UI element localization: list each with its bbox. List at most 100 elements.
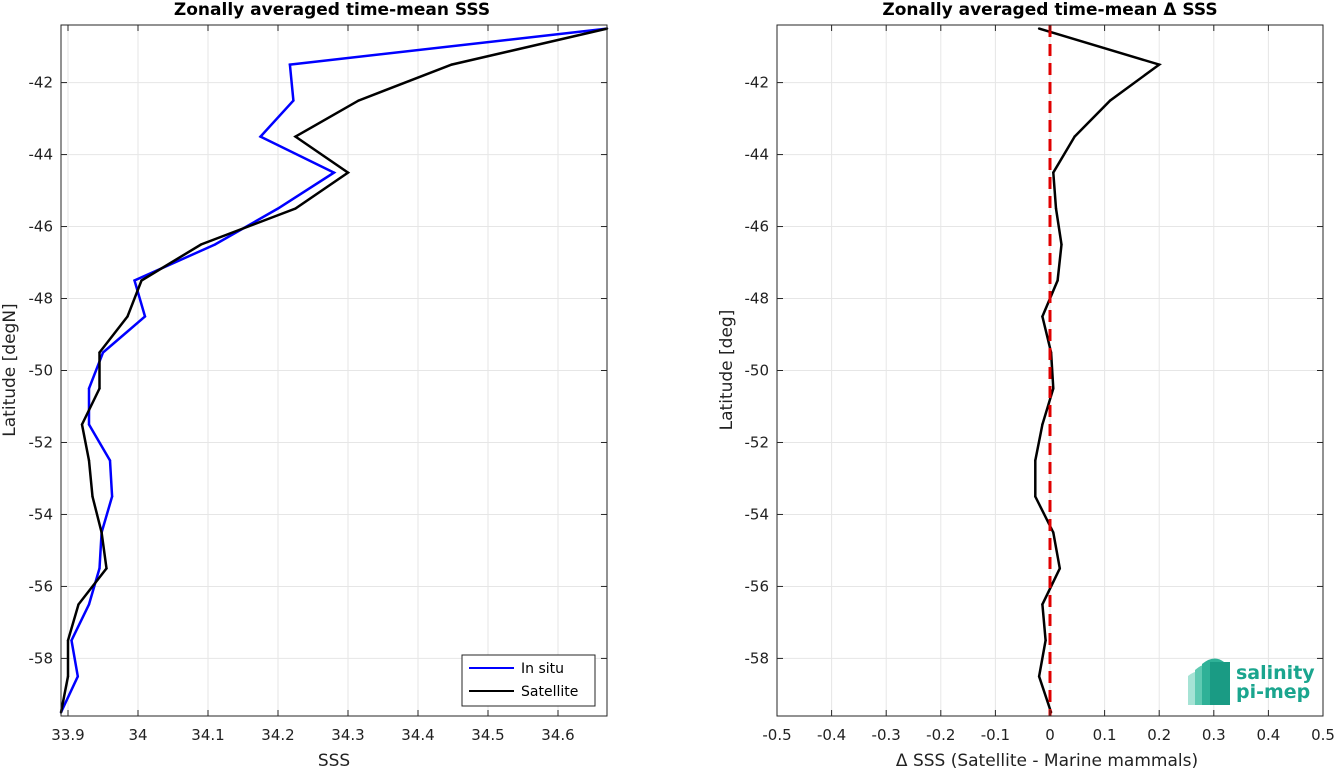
data-point	[140, 279, 143, 282]
y-tick-label: -52	[29, 433, 54, 451]
x-tick-label: 0	[1045, 726, 1055, 744]
wave-icon	[1188, 658, 1230, 705]
x-tick-label: 34.3	[331, 726, 364, 744]
delta-sss-panel: Zonally averaged time-mean Δ SSS -0.5 -0.…	[717, 0, 1335, 769]
y-axis-label: Latitude [deg]	[717, 310, 737, 431]
data-point	[294, 207, 297, 210]
data-point	[1041, 315, 1044, 318]
data-point	[1052, 531, 1055, 534]
data-point	[66, 675, 70, 678]
x-tick-label: 0.2	[1147, 726, 1171, 744]
y-tick-label: -50	[29, 362, 54, 380]
data-point	[1044, 639, 1047, 642]
data-point	[87, 603, 91, 606]
x-tick-labels: -0.5 -0.4 -0.3 -0.2 -0.1 0 0.1 0.2 0.3 0.4 0.5	[762, 25, 1335, 744]
y-tick-label: -56	[29, 577, 54, 595]
x-axis-label: Δ SSS (Satellite - Marine mammals)	[896, 751, 1198, 769]
y-tick-label: -50	[745, 362, 770, 380]
data-point	[66, 639, 70, 642]
data-point	[110, 495, 114, 498]
x-tick-label: 0.3	[1202, 726, 1226, 744]
y-tick-label: -42	[29, 74, 54, 92]
logo-line-2: pi-mep	[1236, 681, 1310, 703]
data-point	[276, 207, 280, 210]
x-tick-label: 0.5	[1311, 726, 1335, 744]
series-line-in-situ	[59, 27, 608, 713]
data-point	[1041, 603, 1044, 606]
data-point	[87, 423, 91, 426]
data-point	[292, 99, 295, 102]
data-point	[199, 243, 203, 246]
data-point	[76, 675, 80, 678]
data-point	[1108, 99, 1112, 102]
y-tick-labels: -42 -44 -46 -48 -50 -52 -54 -56 -58	[29, 74, 607, 667]
data-point	[105, 567, 108, 570]
y-tick-label: -54	[745, 505, 770, 523]
chart-title: Zonally averaged time-mean Δ SSS	[882, 0, 1217, 20]
legend-label-in-situ: In situ	[521, 661, 564, 677]
y-tick-label: -54	[29, 505, 54, 523]
y-tick-label: -44	[745, 146, 770, 164]
data-point	[332, 171, 336, 174]
x-tick-label: 34.1	[191, 726, 224, 744]
data-point	[1058, 567, 1062, 570]
data-point	[80, 423, 84, 426]
legend-label-satellite: Satellite	[521, 684, 578, 700]
y-tick-label: -52	[745, 433, 770, 451]
series-lines	[59, 27, 609, 714]
grid	[61, 25, 607, 716]
y-tick-label: -44	[29, 146, 54, 164]
data-point	[1158, 63, 1161, 66]
x-tick-label: -0.3	[872, 726, 901, 744]
data-point	[213, 243, 217, 246]
data-point	[133, 279, 136, 282]
data-point	[87, 387, 91, 390]
data-point	[1056, 279, 1059, 282]
data-point	[143, 315, 147, 318]
y-tick-labels: -42 -44 -46 -48 -50 -52 -54 -56 -58	[745, 74, 1323, 667]
data-point	[294, 135, 297, 138]
y-tick-label: -42	[745, 74, 770, 92]
x-tick-label: -0.5	[762, 726, 791, 744]
data-point	[1041, 423, 1044, 426]
salinity-pi-mep-logo: salinity pi-mep	[1188, 658, 1315, 705]
x-tick-label: 34.5	[471, 726, 504, 744]
data-point	[1052, 387, 1055, 390]
y-tick-label: -58	[745, 649, 770, 667]
data-point	[259, 135, 262, 138]
y-tick-label: -58	[29, 649, 54, 667]
data-point	[1054, 207, 1058, 210]
y-tick-label: -48	[29, 290, 54, 308]
data-point	[288, 63, 292, 66]
x-tick-label: -0.1	[981, 726, 1010, 744]
x-tick-label: -0.2	[926, 726, 955, 744]
y-tick-label: -46	[29, 218, 54, 236]
x-tick-labels: 33.9 34 34.1 34.2 34.3 34.4 34.5 34.6	[51, 25, 575, 744]
data-point	[91, 495, 94, 498]
sss-profile-panel: Zonally averaged time-mean SSS 33.9 34 34.…	[0, 0, 609, 769]
x-tick-label: 33.9	[51, 726, 84, 744]
y-tick-label: -46	[745, 218, 770, 236]
series-lines	[1034, 25, 1162, 716]
data-point	[77, 603, 80, 606]
x-tick-label: 34	[128, 726, 147, 744]
data-point	[1034, 495, 1037, 498]
data-point	[100, 531, 103, 534]
data-point	[70, 639, 73, 642]
series-line-delta-sss	[1034, 27, 1162, 713]
data-point	[1034, 459, 1037, 462]
data-point	[98, 351, 101, 354]
logo-line-1: salinity	[1236, 662, 1315, 684]
data-point	[1052, 171, 1055, 174]
data-point	[101, 351, 105, 354]
legend-box	[461, 654, 596, 707]
x-tick-label: 34.4	[401, 726, 434, 744]
data-point	[346, 171, 350, 174]
x-tick-label: 34.2	[261, 726, 294, 744]
data-point	[1073, 135, 1076, 138]
data-point	[108, 459, 112, 462]
y-tick-label: -56	[745, 577, 770, 595]
x-tick-label: -0.4	[817, 726, 846, 744]
legend: In situ Satellite	[461, 654, 596, 707]
data-point	[357, 99, 360, 102]
